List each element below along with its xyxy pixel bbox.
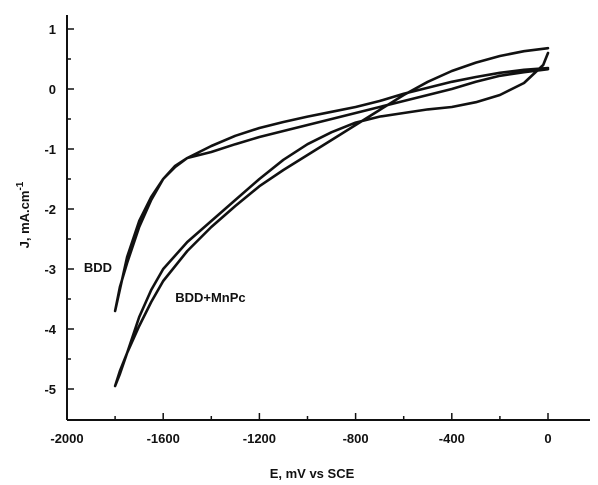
y-tick-label: -1 xyxy=(44,142,56,157)
y-axis-title: J, mA.cm-1 xyxy=(15,181,32,248)
curves xyxy=(113,46,550,388)
axes xyxy=(66,15,590,421)
y-axis-title-superscript: -1 xyxy=(15,181,26,190)
series-label-bdd-mnpc: BDD+MnPc xyxy=(175,290,245,305)
y-axis-title-main: J, mA.cm xyxy=(17,191,32,249)
series-line-bdd-mnpc xyxy=(113,46,550,388)
y-tick-label: 1 xyxy=(49,22,56,37)
ticks xyxy=(66,28,549,420)
series-label-bdd: BDD xyxy=(84,260,112,275)
series-line-bdd xyxy=(113,66,550,313)
x-tick-label: -2000 xyxy=(50,431,83,446)
y-tick-label: -4 xyxy=(44,322,56,337)
y-tick-label: -5 xyxy=(44,382,56,397)
series-labels: BDD BDD+MnPc xyxy=(84,260,246,305)
x-tick-label: -1200 xyxy=(243,431,276,446)
y-tick-label: -2 xyxy=(44,202,56,217)
y-tick-label: 0 xyxy=(49,82,56,97)
x-tick-label: -800 xyxy=(343,431,369,446)
y-tick-label: -3 xyxy=(44,262,56,277)
x-axis-title: E, mV vs SCE xyxy=(270,466,355,481)
x-tick-label: -1600 xyxy=(147,431,180,446)
x-tick-label: -400 xyxy=(439,431,465,446)
x-tick-label: 0 xyxy=(544,431,551,446)
tick-labels: -2000 -1600 -1200 -800 -400 0 1 0 -1 -2 -3 -4 -5 xyxy=(44,22,551,446)
